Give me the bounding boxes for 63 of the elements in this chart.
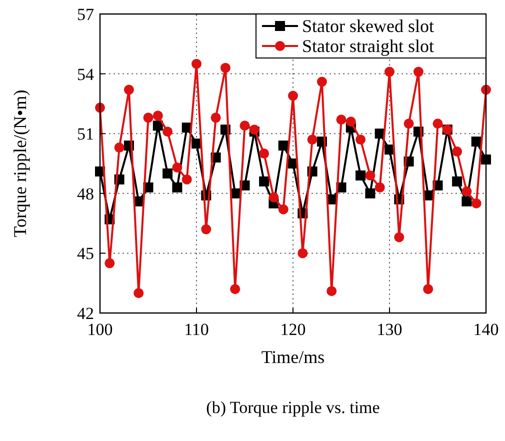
- point: [346, 116, 356, 127]
- x-tick-label: 110: [184, 320, 209, 339]
- point: [471, 198, 482, 208]
- point: [259, 148, 270, 159]
- text: (b) Torque ripple vs. time: [206, 398, 380, 417]
- point: [462, 196, 472, 206]
- y-tick-label: 51: [77, 124, 94, 144]
- point: [462, 186, 472, 196]
- point: [259, 176, 270, 186]
- point: [471, 136, 482, 147]
- point: [210, 112, 221, 123]
- point: [356, 134, 366, 145]
- legend-label: Stator straight slot: [302, 36, 434, 56]
- point: [162, 126, 173, 137]
- point: [307, 134, 318, 145]
- legend-label: Stator skewed slot: [302, 16, 434, 36]
- point: [104, 258, 115, 268]
- y-axis-title: Torque ripple/(N•m): [10, 90, 30, 238]
- point: [230, 284, 240, 294]
- point: [326, 286, 337, 296]
- point: [404, 118, 414, 129]
- point: [278, 204, 288, 214]
- point: [268, 192, 279, 202]
- point: [143, 112, 154, 123]
- point: [240, 120, 250, 131]
- point: [356, 170, 366, 180]
- point: [384, 66, 394, 77]
- point: [288, 90, 298, 101]
- point: [394, 232, 404, 242]
- x-tick-label: 140: [473, 320, 499, 339]
- point: [365, 188, 376, 198]
- y-tick-label: 57: [77, 5, 94, 24]
- point: [124, 84, 134, 95]
- y-tick-label: 42: [77, 304, 94, 323]
- point: [432, 118, 443, 129]
- x-tick-label: 130: [376, 320, 402, 339]
- point: [278, 140, 288, 151]
- point: [423, 284, 434, 294]
- x-tick-label: 120: [280, 320, 306, 339]
- point: [365, 170, 376, 180]
- x-tick-label: 100: [87, 320, 113, 339]
- point: [298, 248, 308, 258]
- point: [413, 66, 424, 77]
- point: [114, 142, 124, 153]
- point: [192, 58, 202, 69]
- x-axis-title: Time/ms: [261, 347, 325, 367]
- y-tick-label: 48: [77, 184, 94, 204]
- y-tick-label: 45: [77, 244, 94, 264]
- point: [336, 114, 346, 125]
- point: [134, 288, 144, 298]
- point: [452, 146, 462, 157]
- point: [152, 110, 163, 121]
- point: [162, 168, 173, 178]
- point: [152, 120, 163, 131]
- point: [201, 224, 212, 234]
- point: [172, 182, 182, 192]
- point: [220, 62, 230, 73]
- y-tick-label: 54: [77, 64, 94, 84]
- point: [172, 162, 182, 172]
- point: [452, 176, 462, 186]
- point: [182, 174, 192, 184]
- point: [374, 182, 385, 192]
- point: [316, 76, 327, 87]
